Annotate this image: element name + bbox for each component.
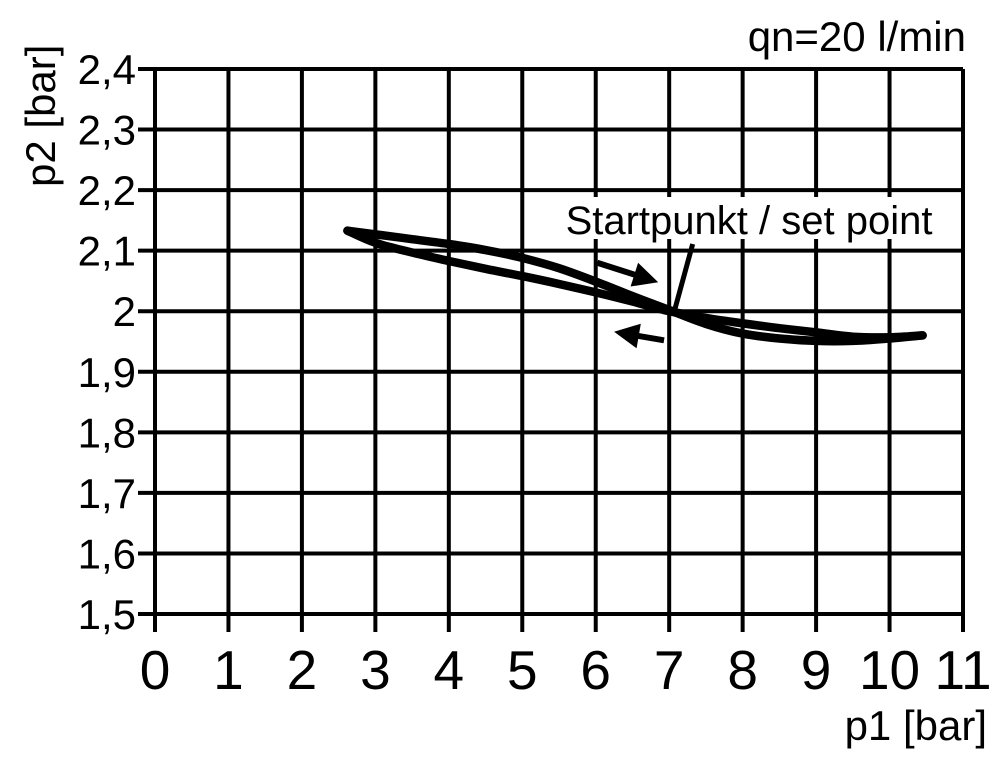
- y-tick-label: 1,8: [78, 409, 136, 456]
- x-tick-label: 1: [213, 639, 244, 701]
- y-tick-label: 1,5: [78, 591, 136, 638]
- y-tick-label: 2,1: [78, 228, 136, 275]
- y-tick-label: 2,3: [78, 107, 136, 154]
- direction-arrow-shaft-right: [596, 259, 642, 280]
- x-tick-label: 6: [580, 639, 611, 701]
- y-tick-label: 1,7: [78, 470, 136, 517]
- x-tick-label: 4: [434, 639, 465, 701]
- x-axis-title: p1 [bar]: [845, 702, 987, 749]
- flow-rate-annotation: qn=20 l/min: [748, 13, 966, 60]
- y-tick-label: 1,6: [78, 530, 136, 577]
- y-tick-label: 2: [113, 288, 136, 335]
- x-tick-label: 0: [140, 639, 171, 701]
- y-tick-label: 2,2: [78, 167, 136, 214]
- x-tick-label: 2: [287, 639, 318, 701]
- set-point-label-background: [561, 197, 937, 239]
- x-tick-label: 11: [934, 639, 991, 701]
- x-tick-label: 10: [859, 639, 920, 701]
- direction-arrow-head-left: [614, 323, 641, 349]
- hysteresis-curve-upper-branch: [343, 226, 927, 346]
- x-tick-label: 8: [727, 639, 758, 701]
- set-point-label: Startpunkt / set point: [566, 199, 933, 243]
- y-axis-title: p2 [bar]: [17, 45, 64, 187]
- x-tick-label: 3: [360, 639, 391, 701]
- set-point-callout-line: [671, 243, 696, 312]
- y-tick-label: 2,4: [78, 46, 136, 93]
- y-tick-label: 1,9: [78, 349, 136, 396]
- x-tick-label: 5: [507, 639, 538, 701]
- hysteresis-curve-lower-branch: [343, 226, 927, 342]
- direction-arrow-head-right: [630, 262, 659, 287]
- x-tick-label: 9: [801, 639, 832, 701]
- x-tick-label: 7: [654, 639, 685, 701]
